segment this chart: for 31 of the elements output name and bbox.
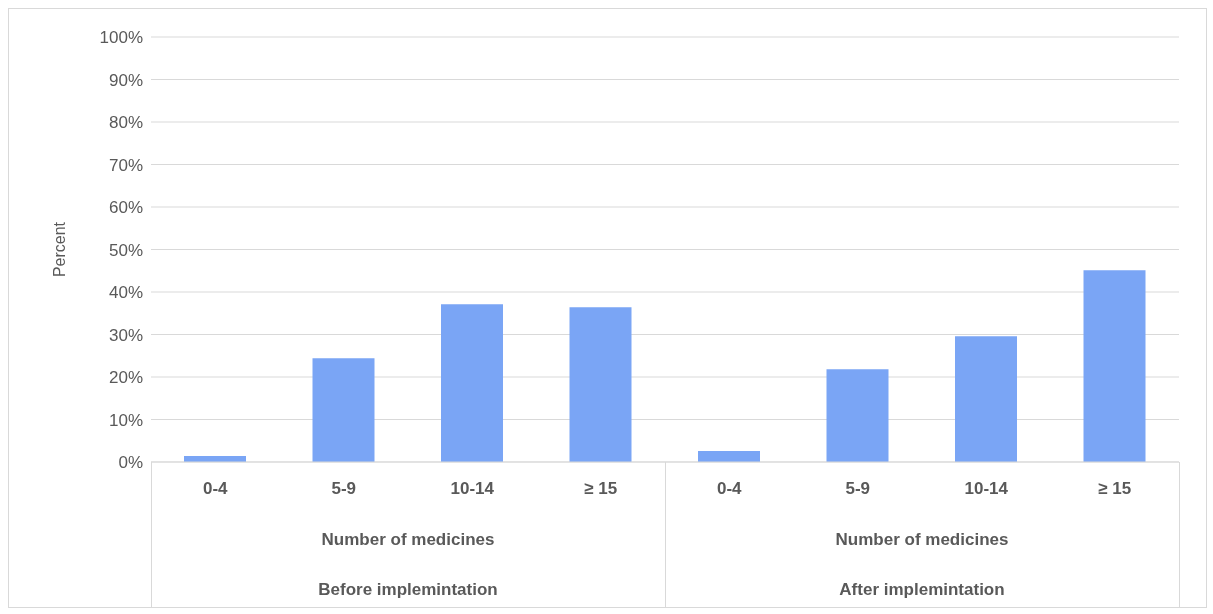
y-tick-label: 20%: [108, 368, 143, 388]
y-tick-label: 0%: [118, 453, 143, 473]
y-tick-label: 80%: [108, 113, 143, 133]
x-tick-label: 0-4: [716, 479, 743, 499]
x-tick-label: 0-4: [202, 479, 229, 499]
y-tick-label: 100%: [99, 28, 143, 48]
text: After implemintation: [838, 580, 1006, 600]
y-tick-label: 70%: [108, 155, 143, 175]
y-axis-title: Percent: [50, 221, 68, 278]
x-tick-label: 10-14: [450, 479, 495, 499]
x-tick-label: ≥ 15: [1098, 479, 1132, 499]
x-tick-label: 10-14: [964, 479, 1009, 499]
bar: [312, 358, 375, 462]
x-tick-label: ≥ 15: [584, 479, 618, 499]
x-tick-label: 5-9: [845, 479, 871, 499]
bar: [698, 450, 760, 462]
bar: [826, 369, 889, 462]
bar: [569, 307, 632, 462]
bar: [441, 304, 503, 462]
y-tick-label: 60%: [108, 198, 143, 218]
y-tick-label: 40%: [108, 283, 143, 303]
y-tick-label: 30%: [108, 325, 143, 345]
y-tick-label: 50%: [108, 240, 143, 260]
text: Number of medicines: [320, 530, 496, 550]
bar: [1083, 270, 1146, 462]
text: Before implemintation: [317, 580, 499, 600]
y-tick-label: 10%: [108, 410, 143, 430]
text: Number of medicines: [834, 530, 1010, 550]
y-tick-label: 90%: [108, 70, 143, 90]
bar: [955, 336, 1017, 462]
x-tick-label: 5-9: [331, 479, 357, 499]
